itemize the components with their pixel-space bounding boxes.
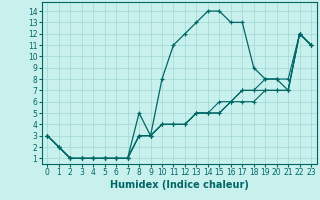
X-axis label: Humidex (Indice chaleur): Humidex (Indice chaleur) [110, 180, 249, 190]
